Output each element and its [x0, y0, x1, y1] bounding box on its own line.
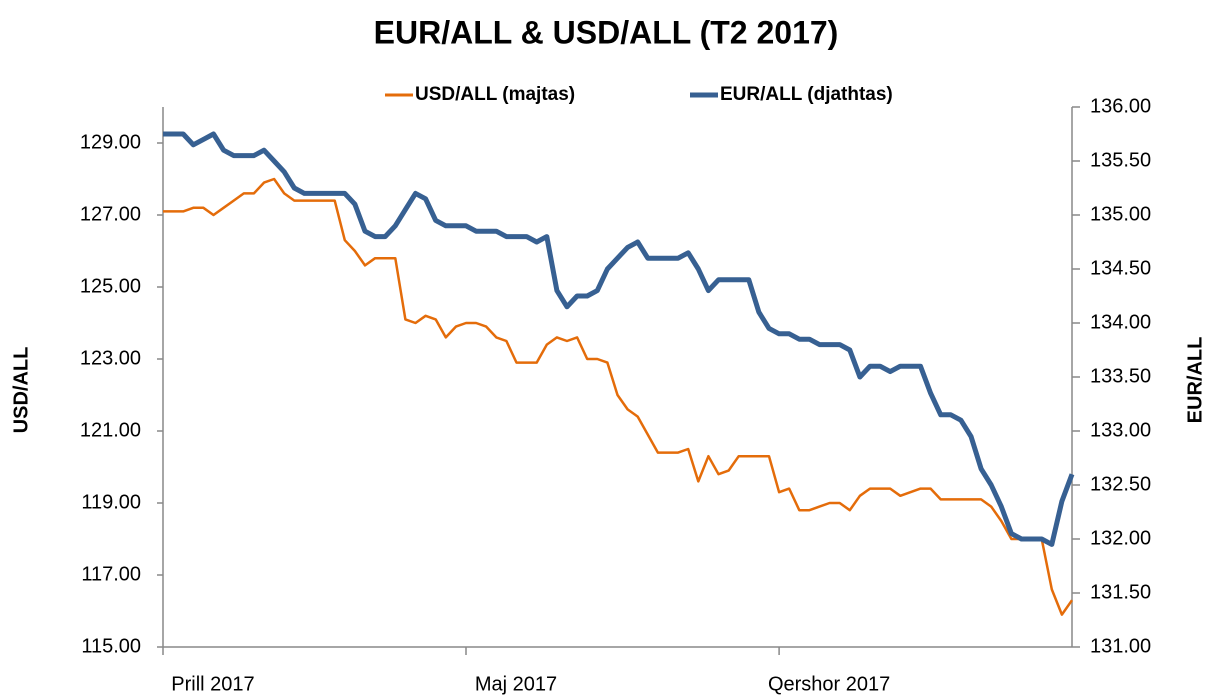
y2-tick-label: 135.00 — [1090, 203, 1151, 225]
y-tick-label: 121.00 — [80, 419, 141, 441]
chart-title: EUR/ALL & USD/ALL (T2 2017) — [374, 14, 839, 50]
y-tick-label: 125.00 — [80, 275, 141, 297]
y2-tick-label: 132.00 — [1090, 527, 1151, 549]
legend-label: USD/ALL (majtas) — [415, 84, 575, 105]
y2-tick-label: 131.00 — [1090, 635, 1151, 657]
y2-tick-label: 134.50 — [1090, 257, 1151, 279]
y2-tick-label: 135.50 — [1090, 149, 1151, 171]
y-axis-label: USD/ALL — [10, 347, 32, 434]
y2-tick-label: 131.50 — [1090, 581, 1151, 603]
y-tick-label: 119.00 — [81, 491, 141, 513]
y-tick-label: 129.00 — [80, 131, 141, 153]
x-tick-label: Prill 2017 — [171, 673, 254, 695]
y-tick-label: 127.00 — [80, 203, 141, 225]
y2-axis-label: EUR/ALL — [1184, 337, 1206, 424]
y2-tick-label: 132.50 — [1090, 473, 1151, 495]
y2-tick-label: 136.00 — [1090, 95, 1151, 117]
y-tick-label: 117.00 — [81, 563, 141, 585]
y2-tick-label: 133.00 — [1090, 419, 1151, 441]
y-tick-label: 123.00 — [80, 347, 141, 369]
legend-label: EUR/ALL (djathtas) — [720, 84, 893, 105]
line-series — [163, 131, 1075, 547]
x-tick-label: Qershor 2017 — [768, 673, 890, 695]
y2-tick-label: 134.00 — [1090, 311, 1151, 333]
line-series — [163, 177, 1074, 616]
x-tick-label: Maj 2017 — [475, 673, 557, 695]
y-tick-label: 115.00 — [81, 635, 141, 657]
y2-tick-label: 133.50 — [1090, 365, 1151, 387]
